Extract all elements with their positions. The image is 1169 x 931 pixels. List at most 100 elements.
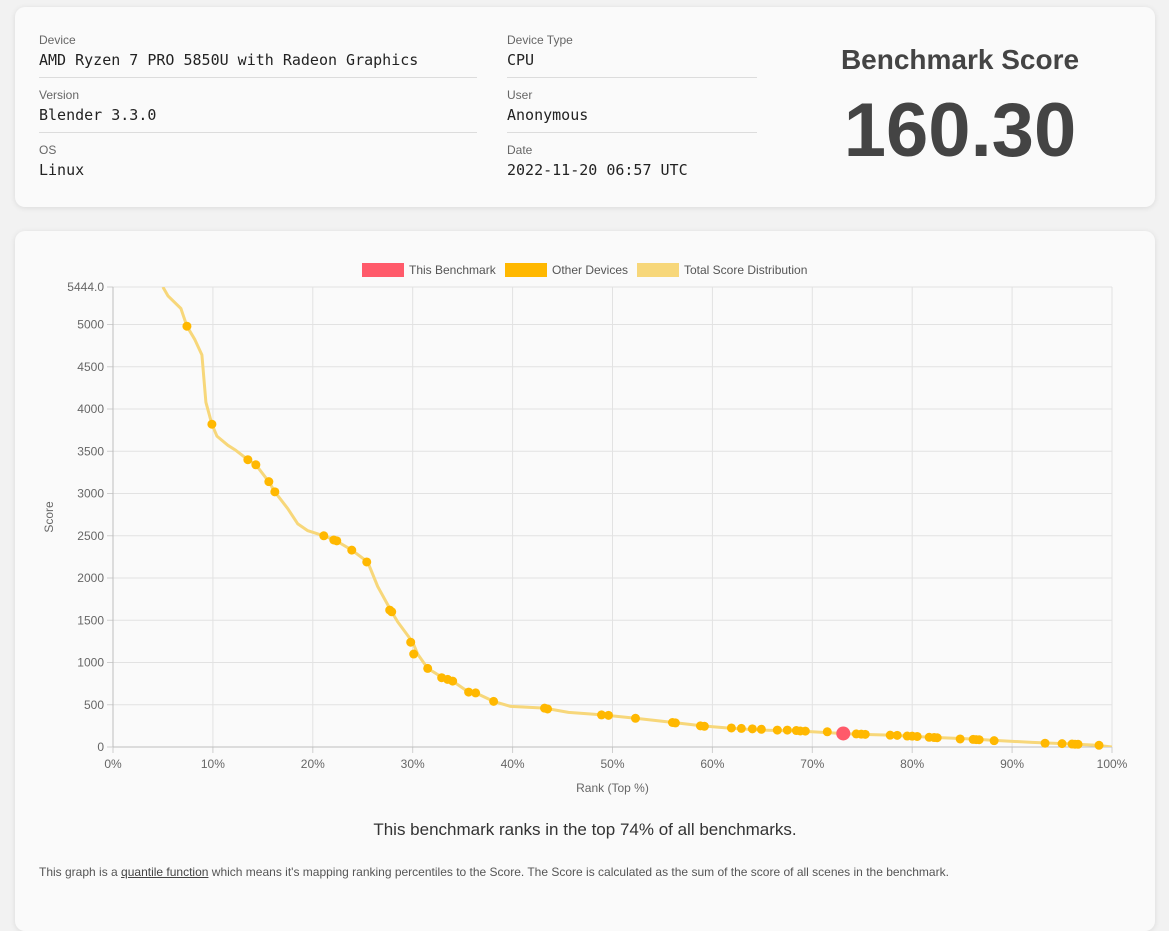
x-tick-label: 20% (301, 757, 325, 771)
x-tick-label: 60% (700, 757, 724, 771)
other-device-point (243, 455, 253, 465)
x-tick-label: 0% (104, 757, 122, 771)
other-device-point (264, 477, 274, 487)
other-device-point (822, 727, 832, 737)
other-device-point (892, 730, 902, 740)
other-device-point (270, 487, 280, 497)
legend-swatch (637, 263, 679, 277)
other-device-point (989, 736, 999, 746)
quantile-chart: 0 500 1000 1500 2000 2500 3000 3500 4000 4500 5000… (42, 263, 1128, 795)
explanation-suffix: which means it's mapping ranking percent… (208, 865, 949, 879)
y-tick-label: 1500 (77, 613, 104, 627)
other-device-point (699, 721, 709, 731)
version-value: Blender 3.3.0 (39, 106, 477, 133)
user-value: Anonymous (507, 106, 757, 133)
y-tick-label: 4500 (77, 360, 104, 374)
other-device-point (1073, 739, 1083, 749)
x-tick-label: 80% (900, 757, 924, 771)
other-device-point (932, 733, 942, 743)
other-device-point (1057, 739, 1067, 749)
x-tick-label: 70% (800, 757, 824, 771)
x-tick-label: 50% (600, 757, 624, 771)
legend-swatch (505, 263, 547, 277)
other-device-point (747, 724, 757, 734)
distribution-line (161, 287, 1112, 747)
other-device-point (974, 735, 984, 745)
other-device-point (1094, 740, 1104, 750)
user-label: User (507, 88, 533, 102)
other-device-point (885, 730, 895, 740)
other-device-point (726, 723, 736, 733)
device-type-label: Device Type (507, 33, 573, 47)
y-tick-label: 500 (84, 698, 104, 712)
device-info-card: Device AMD Ryzen 7 PRO 5850U with Radeon… (15, 7, 1155, 207)
other-device-point (756, 724, 766, 734)
y-tick-label: 4000 (77, 402, 104, 416)
x-axis-title: Rank (Top %) (576, 781, 649, 795)
os-field: OS Linux (39, 143, 477, 187)
y-tick-label: 0 (97, 740, 104, 754)
other-device-point (332, 536, 342, 546)
y-axis-title: Score (42, 501, 56, 533)
version-field: Version Blender 3.3.0 (39, 88, 477, 133)
x-tick-label: 90% (1000, 757, 1024, 771)
other-device-point (409, 649, 419, 659)
x-tick-label: 30% (401, 757, 425, 771)
other-device-point (782, 725, 792, 735)
legend-label: Total Score Distribution (684, 263, 807, 277)
date-label: Date (507, 143, 533, 157)
other-device-point (362, 557, 372, 567)
benchmark-score-title: Benchmark Score (840, 44, 1080, 75)
other-device-point (182, 321, 192, 331)
other-device-point (1040, 738, 1050, 748)
other-device-point (489, 696, 499, 706)
legend-swatch (362, 263, 404, 277)
other-device-point (251, 460, 261, 470)
other-device-point (772, 725, 782, 735)
os-value: Linux (39, 161, 85, 179)
y-tick-label: 2000 (77, 571, 104, 585)
legend-label: Other Devices (552, 263, 628, 277)
y-tick-label: 3000 (77, 487, 104, 501)
y-tick-label: 3500 (77, 444, 104, 458)
rank-summary: This benchmark ranks in the top 74% of a… (373, 820, 797, 839)
this-benchmark-point (836, 726, 851, 741)
os-label: OS (39, 143, 57, 157)
other-device-point (319, 531, 329, 541)
y-tick-label: 2500 (77, 529, 104, 543)
other-device-point (736, 723, 746, 733)
device-field: Device AMD Ryzen 7 PRO 5850U with Radeon… (39, 33, 477, 78)
device-label: Device (39, 33, 76, 47)
other-device-point (347, 545, 357, 555)
device-type-value: CPU (507, 51, 757, 78)
y-tick-label: 1000 (77, 656, 104, 670)
other-device-point (800, 726, 810, 736)
x-tick-label: 10% (201, 757, 225, 771)
other-device-point (471, 688, 481, 698)
other-device-point (670, 718, 680, 728)
other-device-point (448, 676, 458, 686)
other-device-point (860, 729, 870, 739)
other-device-point (423, 663, 433, 673)
other-device-point (543, 704, 553, 714)
quantile-function-link[interactable]: quantile function (121, 865, 209, 879)
benchmark-score-value: 160.30 (843, 88, 1077, 173)
other-device-point (207, 419, 217, 429)
other-device-point (387, 607, 397, 617)
other-device-point (597, 710, 607, 720)
explanation-prefix: This graph is a (39, 865, 122, 879)
x-tick-label: 40% (501, 757, 525, 771)
other-device-point (912, 731, 922, 741)
other-device-point (406, 637, 416, 647)
chart-card: 0 500 1000 1500 2000 2500 3000 3500 4000 4500 5000… (15, 231, 1155, 931)
y-tick-label: 5444.0 (67, 280, 104, 294)
x-tick-label: 100% (1097, 757, 1128, 771)
other-device-point (464, 687, 474, 697)
chart-explanation: This graph is a quantile function which … (39, 865, 949, 879)
y-tick-label: 5000 (77, 318, 104, 332)
other-device-point (604, 710, 614, 720)
date-value: 2022-11-20 06:57 UTC (507, 161, 688, 179)
other-device-point (955, 734, 965, 744)
other-device-point (630, 713, 640, 723)
legend-label: This Benchmark (409, 263, 497, 277)
